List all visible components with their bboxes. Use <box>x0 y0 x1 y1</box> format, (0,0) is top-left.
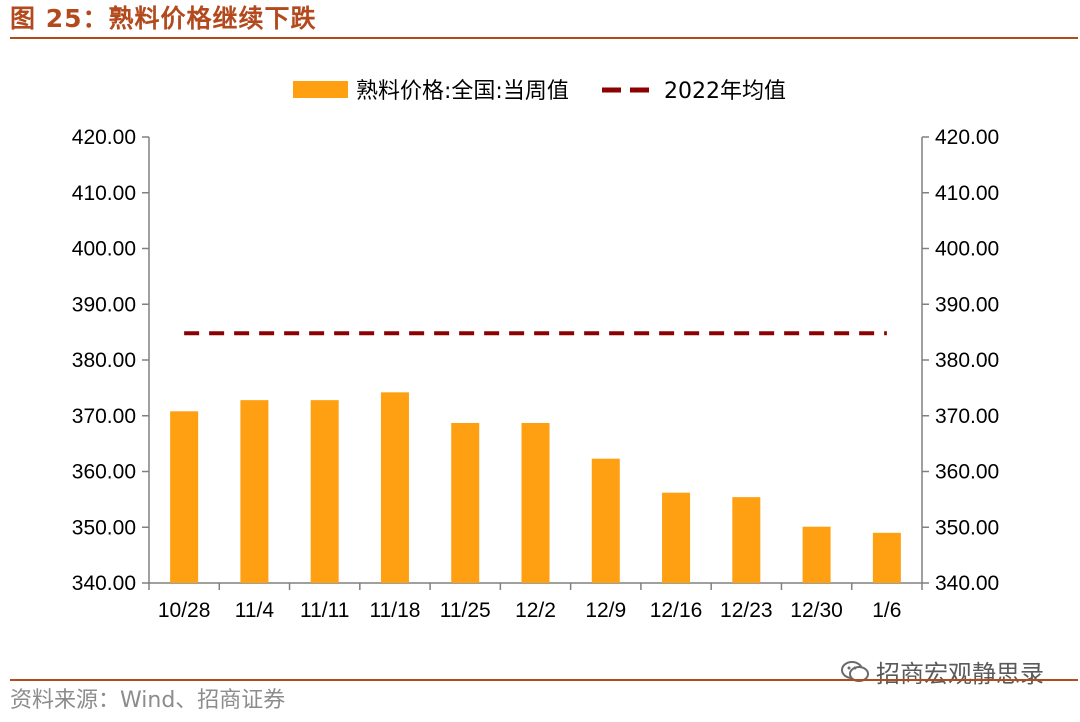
footer-divider <box>10 679 1078 681</box>
x-tick-label: 11/18 <box>369 599 420 622</box>
y-tick-label-right: 420.00 <box>935 126 999 149</box>
x-tick-label: 10/28 <box>158 599 211 622</box>
y-tick-label-right: 360.00 <box>935 461 999 484</box>
bar <box>521 422 550 583</box>
bar <box>662 492 691 583</box>
y-tick-label-right: 370.00 <box>935 405 999 428</box>
y-tick-label-left: 350.00 <box>72 516 136 539</box>
y-tick-label-right: 410.00 <box>935 182 999 205</box>
watermark-text: 招商宏观静思录 <box>876 660 1044 688</box>
bar <box>591 458 620 583</box>
x-tick-label: 11/11 <box>300 599 349 622</box>
source-note: 资料来源：Wind、招商证券 <box>10 688 286 713</box>
y-tick-label-left: 420.00 <box>72 126 136 149</box>
bar <box>872 532 901 583</box>
bar <box>310 400 339 583</box>
y-tick-labels-left: 340.00 350.00 360.00 370.00 380.00 390.00 400.… <box>72 126 136 595</box>
x-tick-label: 12/23 <box>720 599 773 622</box>
bar <box>732 497 761 583</box>
y-tick-label-right: 400.00 <box>935 238 999 261</box>
y-tick-label-left: 400.00 <box>72 238 136 261</box>
y-tick-label-left: 380.00 <box>72 349 136 372</box>
bars <box>170 392 901 583</box>
watermark: 招商宏观静思录 <box>840 654 1044 689</box>
title-divider <box>10 37 1078 39</box>
bar <box>802 526 831 583</box>
x-tick-label: 12/16 <box>650 599 703 622</box>
x-tick-label: 1/6 <box>872 599 901 622</box>
figure-title: 图 25：熟料价格继续下跌 <box>10 4 317 33</box>
y-tick-label-left: 340.00 <box>72 572 136 595</box>
bar <box>170 411 199 583</box>
x-tick-label: 11/25 <box>440 599 491 622</box>
bar <box>380 392 409 583</box>
bar <box>240 400 269 583</box>
x-tick-label: 11/4 <box>235 599 275 622</box>
legend-label-average: 2022年均值 <box>664 79 786 104</box>
y-tick-label-left: 360.00 <box>72 461 136 484</box>
y-tick-label-right: 380.00 <box>935 349 999 372</box>
y-tick-label-left: 410.00 <box>72 182 136 205</box>
y-tick-label-right: 390.00 <box>935 293 999 316</box>
x-tick-label: 12/30 <box>790 599 843 622</box>
x-tick-labels: 10/28 11/4 11/11 11/18 11/25 12/2 12/9 12/16 12/… <box>158 599 902 622</box>
legend-bar-swatch <box>293 81 348 98</box>
legend-label-price: 熟料价格:全国:当周值 <box>356 79 569 104</box>
wechat-icon <box>841 660 869 682</box>
x-tick-label: 12/9 <box>585 599 626 622</box>
y-tick-label-left: 370.00 <box>72 405 136 428</box>
y-tick-label-right: 340.00 <box>935 572 999 595</box>
bar <box>451 422 480 583</box>
y-tick-label-right: 350.00 <box>935 516 999 539</box>
y-tick-labels-right: 340.00 350.00 360.00 370.00 380.00 390.00 400.… <box>935 126 999 595</box>
x-tick-label: 12/2 <box>515 599 556 622</box>
y-tick-label-left: 390.00 <box>72 293 136 316</box>
legend: 熟料价格:全国:当周值 2022年均值 <box>293 79 786 104</box>
